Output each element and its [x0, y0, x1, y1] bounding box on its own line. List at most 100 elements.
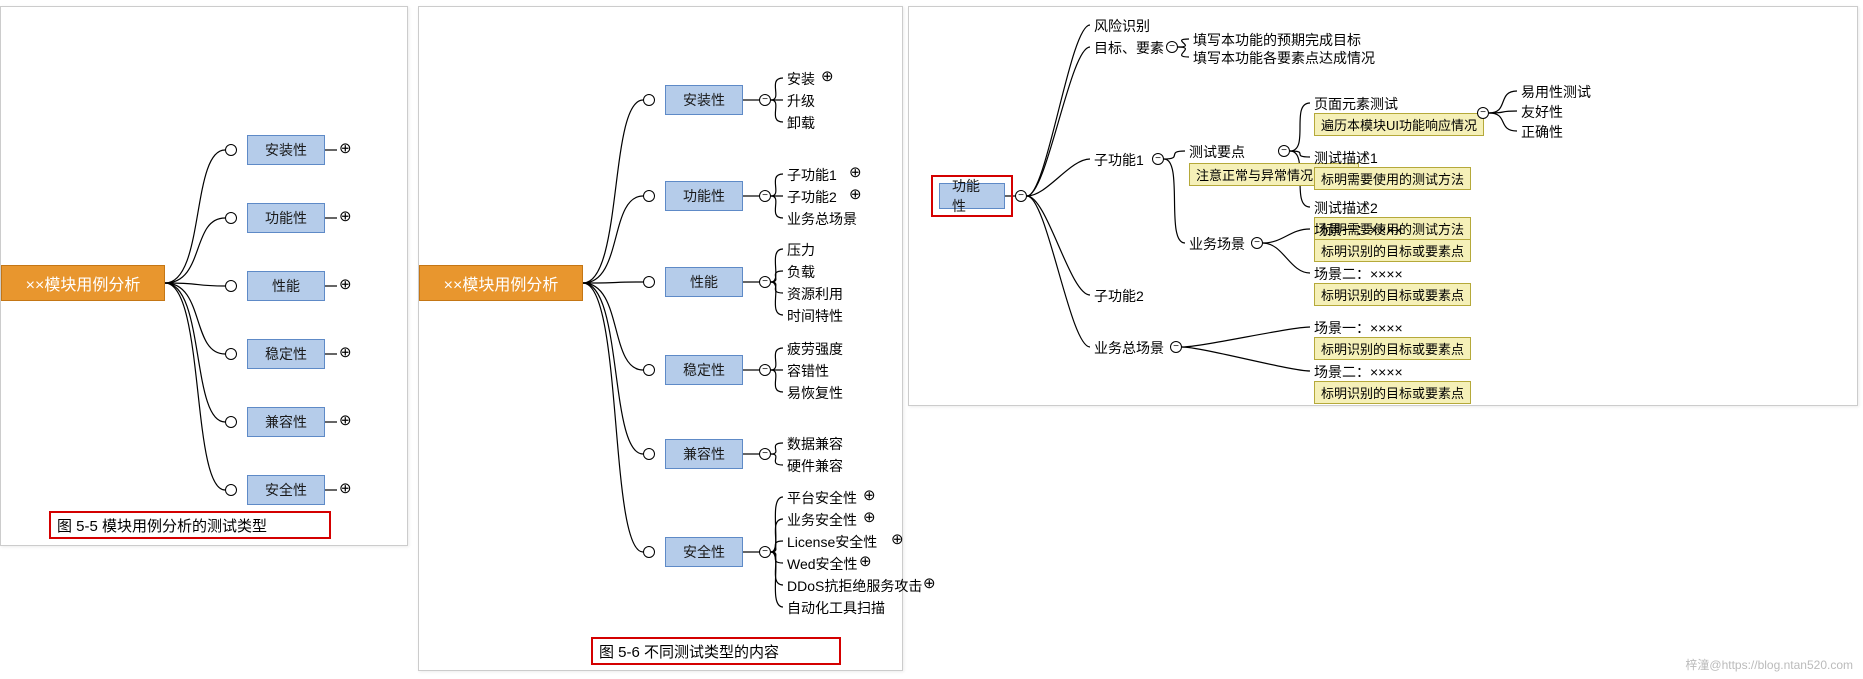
- node-安全性[interactable]: 安全性: [665, 537, 743, 567]
- l1-risk: 风险识别: [1094, 16, 1150, 36]
- node-dot-icon: [225, 212, 237, 224]
- node-兼容性[interactable]: 兼容性: [665, 439, 743, 469]
- leaf-label: 子功能2: [787, 187, 837, 207]
- collapse-icon[interactable]: [1015, 190, 1027, 202]
- caption-2: 图 5-6 不同测试类型的内容: [599, 641, 779, 662]
- collapse-icon[interactable]: [759, 364, 771, 376]
- collapse-icon[interactable]: [1170, 341, 1182, 353]
- node-稳定性[interactable]: 稳定性: [665, 355, 743, 385]
- l1-goal: 目标、要素: [1094, 38, 1164, 58]
- expand-icon[interactable]: ⊕: [339, 209, 352, 224]
- leaf-label: 资源利用: [787, 284, 843, 304]
- collapse-icon[interactable]: [759, 190, 771, 202]
- root-node-2: ××模块用例分析: [419, 265, 583, 301]
- leaf-label: 压力: [787, 240, 815, 260]
- collapse-icon[interactable]: [1278, 145, 1290, 157]
- leaf-label: 自动化工具扫描: [787, 598, 885, 618]
- node-n12[interactable]: 功能性: [247, 203, 325, 233]
- expand-icon[interactable]: ⊕: [891, 532, 904, 547]
- node-dot-icon: [643, 276, 655, 288]
- expand-icon[interactable]: ⊕: [863, 510, 876, 525]
- expand-icon[interactable]: ⊕: [339, 277, 352, 292]
- node-dot-icon: [225, 144, 237, 156]
- leaf: 友好性: [1521, 102, 1563, 122]
- highlight-note: 标明识别的目标或要素点: [1314, 283, 1471, 306]
- leaf: 正确性: [1521, 122, 1563, 142]
- root-label: ××模块用例分析: [26, 271, 141, 295]
- root-node-1: ××模块用例分析: [1, 265, 165, 301]
- node-dot-icon: [225, 348, 237, 360]
- leaf-label: 硬件兼容: [787, 456, 843, 476]
- collapse-icon[interactable]: [1152, 153, 1164, 165]
- node-dot-icon: [643, 546, 655, 558]
- leaf-label: 疲劳强度: [787, 339, 843, 359]
- node-功能性[interactable]: 功能性: [665, 181, 743, 211]
- l1-sub2: 子功能2: [1094, 286, 1144, 306]
- expand-icon[interactable]: ⊕: [339, 345, 352, 360]
- collapse-icon[interactable]: [1251, 237, 1263, 249]
- node-dot-icon: [643, 190, 655, 202]
- l1-sub1: 子功能1: [1094, 150, 1144, 170]
- leaf-label: 业务总场景: [787, 209, 857, 229]
- collapse-icon[interactable]: [1477, 107, 1489, 119]
- collapse-icon[interactable]: [759, 546, 771, 558]
- expand-icon[interactable]: ⊕: [339, 481, 352, 496]
- node-dot-icon: [643, 94, 655, 106]
- l1-biz: 业务总场景: [1094, 338, 1164, 358]
- node-n13[interactable]: 性能: [247, 271, 325, 301]
- leaf-label: 升级: [787, 91, 815, 111]
- collapse-icon[interactable]: [1166, 41, 1178, 53]
- leaf-label: 容错性: [787, 361, 829, 381]
- highlight-note: 标明需要使用的测试方法: [1314, 167, 1471, 190]
- node-dot-icon: [225, 280, 237, 292]
- leaf-label: 安装: [787, 69, 815, 89]
- panel-fig-5-6: ××模块用例分析 安装性 安装 ⊕ 升级卸载功能性 子功能1 ⊕ 子功能2 ⊕ 业务总场景性能 压…: [418, 6, 903, 671]
- panel-detail: 功能性 风险识别目标、要素子功能1子功能2业务总场景填写本功能的预期完成目标填写…: [908, 6, 1858, 406]
- highlight-note: 标明识别的目标或要素点: [1314, 381, 1471, 404]
- node-dot-icon: [225, 484, 237, 496]
- page: 页面元素测试: [1314, 94, 1398, 114]
- node-安装性[interactable]: 安装性: [665, 85, 743, 115]
- expand-icon[interactable]: ⊕: [859, 554, 872, 569]
- leaf-label: License安全性: [787, 532, 877, 552]
- panel-fig-5-5: ××模块用例分析 安装性 ⊕ 功能性 ⊕ 性能 ⊕ 稳定性 ⊕ 兼容性 ⊕ 安全性 ⊕ 图 5-5 模…: [0, 6, 408, 546]
- collapse-icon[interactable]: [759, 276, 771, 288]
- td2: 测试描述2: [1314, 198, 1378, 218]
- node-dot-icon: [643, 364, 655, 376]
- watermark: 梓潼@https://blog.ntan520.com: [1685, 656, 1853, 673]
- leaf-label: 易恢复性: [787, 383, 843, 403]
- leaf-label: 时间特性: [787, 306, 843, 326]
- expand-icon[interactable]: ⊕: [863, 488, 876, 503]
- node-dot-icon: [225, 416, 237, 428]
- expand-icon[interactable]: ⊕: [339, 141, 352, 156]
- scene: 场景一：××××: [1314, 220, 1403, 240]
- yewu: 业务场景: [1189, 234, 1245, 254]
- goal-sub: 填写本功能的预期完成目标: [1193, 30, 1361, 50]
- test: 测试要点: [1189, 142, 1245, 162]
- node-n14[interactable]: 稳定性: [247, 339, 325, 369]
- leaf-label: 平台安全性: [787, 488, 857, 508]
- caption-1: 图 5-5 模块用例分析的测试类型: [57, 515, 267, 536]
- highlight-note: 遍历本模块UI功能响应情况: [1314, 113, 1484, 136]
- node-n15[interactable]: 兼容性: [247, 407, 325, 437]
- leaf-label: 负载: [787, 262, 815, 282]
- expand-icon[interactable]: ⊕: [339, 413, 352, 428]
- expand-icon[interactable]: ⊕: [821, 69, 834, 84]
- collapse-icon[interactable]: [759, 448, 771, 460]
- node-n16[interactable]: 安全性: [247, 475, 325, 505]
- scene: 场景二：××××: [1314, 362, 1403, 382]
- highlight-note: 标明识别的目标或要素点: [1314, 337, 1471, 360]
- highlight-note: 标明识别的目标或要素点: [1314, 239, 1471, 262]
- leaf-label: 卸载: [787, 113, 815, 133]
- collapse-icon[interactable]: [759, 94, 771, 106]
- leaf-label: Wed安全性: [787, 554, 858, 574]
- goal-sub: 填写本功能各要素点达成情况: [1193, 48, 1375, 68]
- expand-icon[interactable]: ⊕: [849, 165, 862, 180]
- leaf-label: 子功能1: [787, 165, 837, 185]
- leaf: 易用性测试: [1521, 82, 1591, 102]
- node-性能[interactable]: 性能: [665, 267, 743, 297]
- expand-icon[interactable]: ⊕: [923, 576, 936, 591]
- expand-icon[interactable]: ⊕: [849, 187, 862, 202]
- root-label-2: ××模块用例分析: [444, 271, 559, 295]
- node-n11[interactable]: 安装性: [247, 135, 325, 165]
